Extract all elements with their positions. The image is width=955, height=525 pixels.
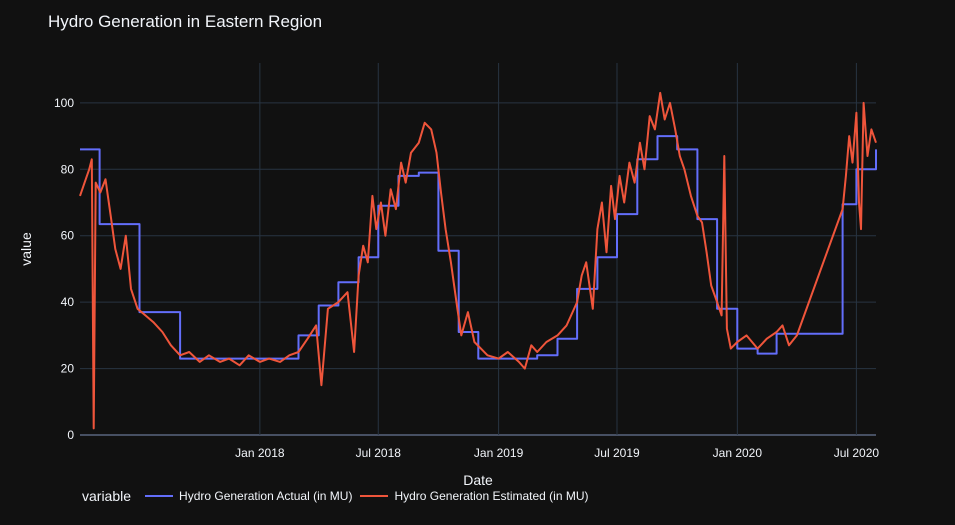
legend-item-estimated[interactable]: Hydro Generation Estimated (in MU) — [360, 489, 589, 503]
legend-title: variable — [82, 488, 132, 504]
plot-area — [80, 63, 876, 435]
x-axis-title: Date — [463, 472, 493, 488]
legend-swatch-actual — [145, 495, 174, 497]
legend-swatch-estimated — [360, 495, 389, 497]
y-tick-label: 100 — [54, 96, 74, 110]
legend: variable Hydro Generation Actual (in MU)… — [82, 488, 597, 504]
x-tick-label: Jan 2020 — [713, 446, 763, 460]
y-tick-label: 60 — [61, 229, 75, 243]
series-line-estimated — [79, 91, 877, 430]
x-tick-label: Jul 2018 — [356, 446, 402, 460]
legend-item-actual[interactable]: Hydro Generation Actual (in MU) — [145, 489, 352, 503]
series-line-actual — [80, 135, 877, 360]
chart-title: Hydro Generation in Eastern Region — [48, 12, 323, 31]
y-tick-label: 40 — [61, 295, 75, 309]
y-tick-label: 0 — [67, 428, 74, 442]
legend-label-actual: Hydro Generation Actual (in MU) — [179, 489, 353, 503]
y-axis-title: value — [18, 232, 34, 266]
x-tick-label: Jan 2018 — [235, 446, 285, 460]
y-tick-label: 80 — [61, 162, 75, 176]
y-tick-label: 20 — [61, 362, 75, 376]
x-tick-label: Jul 2019 — [594, 446, 640, 460]
x-tick-label: Jan 2019 — [474, 446, 524, 460]
x-tick-label: Jul 2020 — [834, 446, 880, 460]
legend-label-estimated: Hydro Generation Estimated (in MU) — [394, 489, 589, 503]
